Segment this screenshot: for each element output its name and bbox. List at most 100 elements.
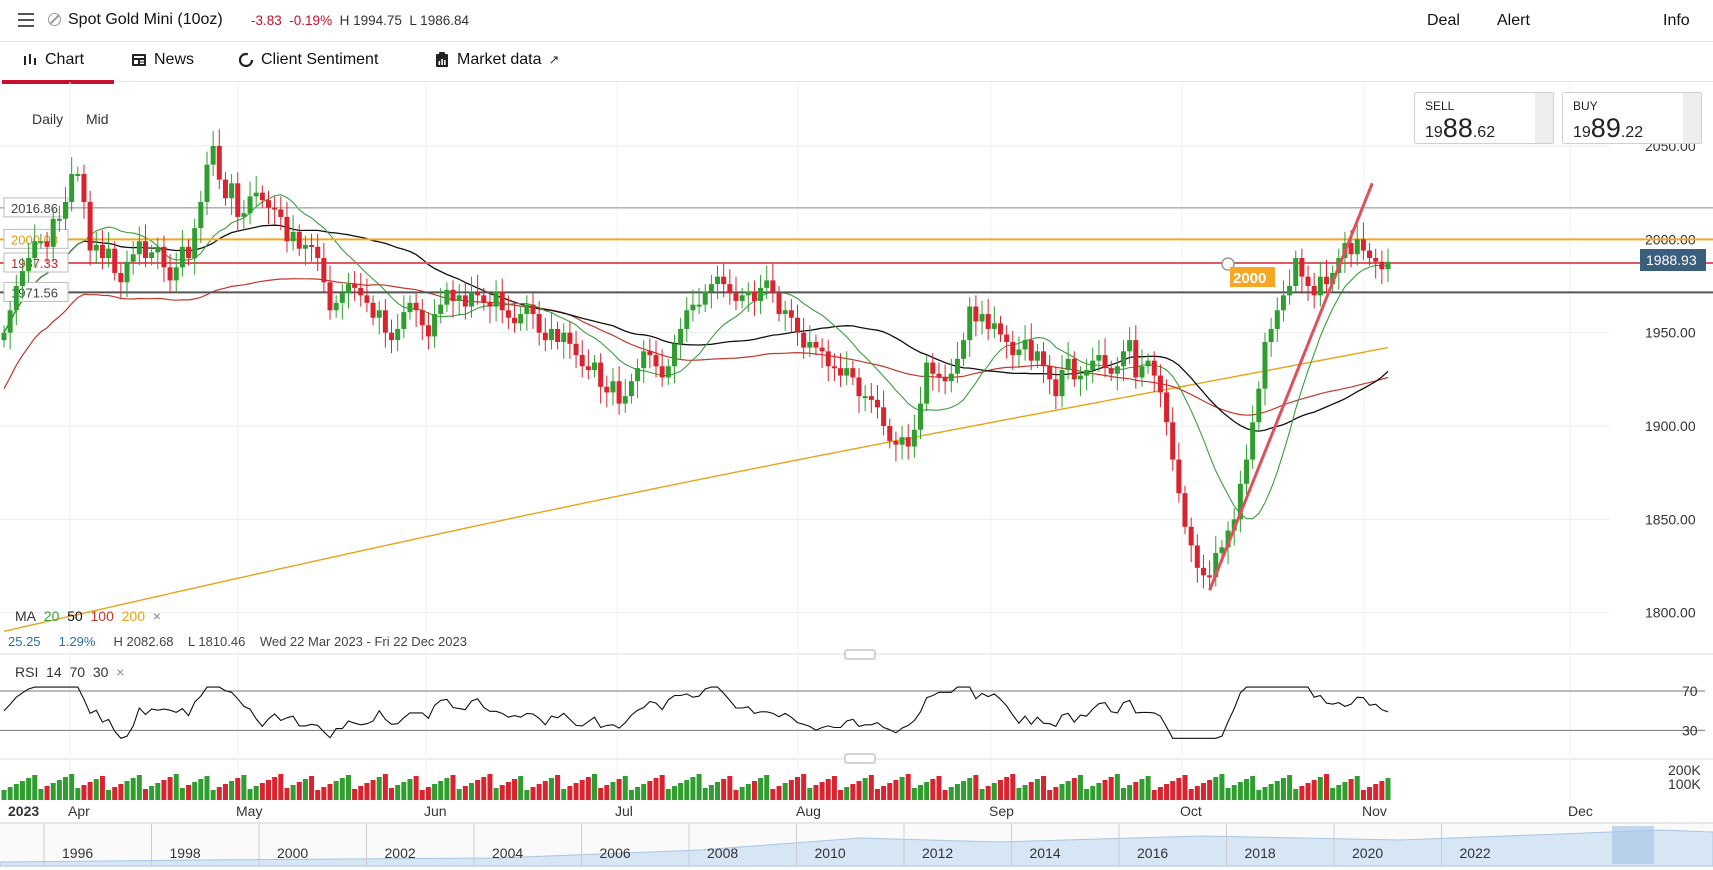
volume-bar bbox=[1231, 785, 1237, 800]
volume-bar bbox=[19, 781, 25, 800]
candle bbox=[918, 403, 924, 430]
volume-bar bbox=[1053, 787, 1059, 800]
sell-button[interactable]: SELL 1988.62 bbox=[1414, 92, 1554, 144]
candle bbox=[665, 366, 671, 378]
candle bbox=[149, 252, 155, 258]
candle bbox=[893, 440, 899, 445]
x-month-label: May bbox=[236, 803, 262, 819]
tab-market-data[interactable]: Market data ↗ bbox=[434, 51, 559, 69]
rsi-remove-icon[interactable]: × bbox=[116, 664, 125, 680]
volume-bar bbox=[1059, 784, 1065, 800]
instrument-title: Spot Gold Mini (10oz) bbox=[68, 11, 223, 28]
candle bbox=[186, 246, 192, 258]
x-month-label: Apr bbox=[68, 803, 90, 819]
volume-bar bbox=[954, 784, 960, 800]
volume-bar bbox=[653, 778, 659, 800]
candle bbox=[1194, 545, 1200, 568]
volume-bar bbox=[997, 780, 1003, 800]
volume-bar bbox=[604, 785, 610, 800]
interval-selector[interactable]: Daily bbox=[32, 111, 64, 127]
volume-bar bbox=[333, 781, 339, 800]
volume-bar bbox=[1041, 776, 1047, 800]
volume-bar bbox=[1385, 778, 1391, 800]
candle bbox=[659, 366, 665, 378]
navigator-year-label: 2022 bbox=[1460, 845, 1491, 861]
candle bbox=[1133, 340, 1139, 378]
ma50-label: 50 bbox=[67, 608, 83, 624]
volume-bar bbox=[450, 775, 456, 800]
candle bbox=[487, 302, 493, 307]
volume-bar bbox=[327, 784, 333, 800]
tab-market-data-label: Market data bbox=[457, 51, 542, 68]
volume-bar bbox=[825, 779, 831, 800]
trendline[interactable] bbox=[1208, 182, 1374, 591]
candle bbox=[63, 202, 69, 219]
candle bbox=[850, 368, 856, 378]
volume-bar bbox=[899, 777, 905, 800]
candle bbox=[1071, 358, 1077, 380]
info-button[interactable]: Info bbox=[1663, 12, 1690, 29]
candle bbox=[524, 304, 530, 314]
candle bbox=[727, 284, 733, 294]
candle bbox=[518, 314, 524, 324]
volume-bar bbox=[395, 785, 401, 800]
volume-bar bbox=[198, 779, 204, 800]
volume-bar bbox=[7, 787, 13, 800]
volume-bar bbox=[142, 789, 148, 800]
candle bbox=[1373, 258, 1379, 262]
tab-chart[interactable]: Chart bbox=[1, 51, 115, 84]
candle bbox=[819, 347, 825, 352]
volume-bar bbox=[911, 788, 917, 800]
volume-bar bbox=[63, 777, 69, 800]
candle bbox=[481, 295, 487, 303]
ma-remove-icon[interactable]: × bbox=[152, 608, 161, 624]
volume-bar bbox=[991, 783, 997, 800]
navigator-window[interactable] bbox=[1612, 826, 1654, 864]
candle bbox=[407, 302, 413, 313]
tab-news[interactable]: News bbox=[131, 51, 194, 69]
candle bbox=[1293, 258, 1299, 286]
candle bbox=[75, 174, 81, 176]
candle bbox=[216, 146, 222, 180]
menu-icon[interactable] bbox=[18, 13, 34, 27]
volume-bar bbox=[635, 787, 641, 800]
alert-button[interactable]: Alert bbox=[1497, 12, 1530, 29]
candle bbox=[106, 248, 112, 258]
volume-bar bbox=[499, 785, 505, 800]
buy-button[interactable]: BUY 1989.22 bbox=[1562, 92, 1702, 144]
stats-high: H 2082.68 bbox=[113, 634, 174, 649]
volume-bar bbox=[628, 790, 634, 800]
candle bbox=[302, 244, 308, 249]
volume-bar bbox=[136, 775, 142, 800]
ma100-line bbox=[3, 278, 1389, 416]
price-type-selector[interactable]: Mid bbox=[86, 111, 109, 127]
volume-tick-label: 100K bbox=[1668, 776, 1701, 792]
candle bbox=[1028, 340, 1034, 361]
candle bbox=[751, 291, 757, 301]
deal-button[interactable]: Deal bbox=[1427, 12, 1460, 29]
ma20-label: 20 bbox=[43, 608, 60, 624]
panel-resize-handle[interactable] bbox=[844, 753, 876, 764]
candle bbox=[229, 183, 235, 199]
candle bbox=[745, 291, 751, 296]
volume-bar bbox=[1164, 784, 1170, 800]
candle bbox=[376, 310, 382, 318]
volume-bar bbox=[598, 788, 604, 800]
candle bbox=[1077, 375, 1083, 380]
volume-bar bbox=[985, 786, 991, 800]
volume-bar bbox=[432, 784, 438, 800]
candle bbox=[899, 437, 905, 445]
panel-resize-handle[interactable] bbox=[844, 649, 876, 660]
volume-bar bbox=[106, 790, 112, 800]
volume-bar bbox=[807, 788, 813, 800]
level-tag bbox=[3, 281, 69, 302]
candle bbox=[770, 280, 776, 294]
stats-v2: 1.29% bbox=[58, 634, 96, 649]
buy-indicator bbox=[1683, 93, 1701, 143]
tab-client-sentiment[interactable]: Client Sentiment bbox=[238, 51, 378, 69]
volume-bar bbox=[967, 778, 973, 800]
candle bbox=[93, 244, 99, 251]
candle bbox=[991, 323, 997, 329]
volume-bar bbox=[758, 778, 764, 800]
